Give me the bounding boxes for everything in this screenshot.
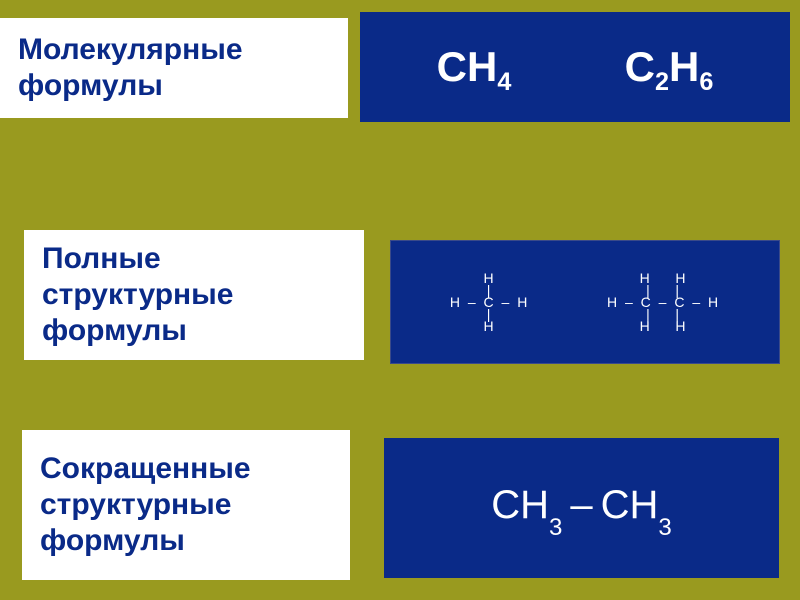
label-structural-line3: формулы	[42, 313, 346, 349]
row-condensed: Сокращенные структурные формулы CH3 – CH…	[0, 430, 800, 580]
label-condensed-line1: Сокращенные	[40, 451, 332, 487]
label-structural-line2: структурные	[42, 277, 346, 313]
label-molecular: Молекулярные формулы	[0, 18, 348, 118]
condensed-formula-panel: CH3 – CH3	[384, 438, 779, 578]
structural-ethane: H H | | H – C – C – H | | H H	[607, 271, 720, 333]
label-molecular-line2: формулы	[18, 68, 330, 104]
label-structural-line1: Полные	[42, 241, 346, 277]
molecular-formula-panel: CH4 C2H6	[360, 12, 790, 122]
label-condensed-line3: формулы	[40, 523, 332, 559]
row-structural: Полные структурные формулы H | H – C – H…	[0, 230, 800, 360]
formula-c2h6: C2H6	[625, 43, 714, 91]
structural-formula-panel: H | H – C – H | H H H | | H – C – C – H …	[390, 240, 780, 364]
row-molecular: Молекулярные формулы CH4 C2H6	[0, 12, 800, 122]
condensed-ethane: CH3 – CH3	[491, 483, 672, 534]
label-condensed-line2: структурные	[40, 487, 332, 523]
label-molecular-line1: Молекулярные	[18, 32, 330, 68]
formula-ch4: CH4	[437, 43, 512, 91]
label-condensed: Сокращенные структурные формулы	[22, 430, 350, 580]
structural-methane: H | H – C – H | H	[450, 271, 529, 333]
label-structural: Полные структурные формулы	[24, 230, 364, 360]
